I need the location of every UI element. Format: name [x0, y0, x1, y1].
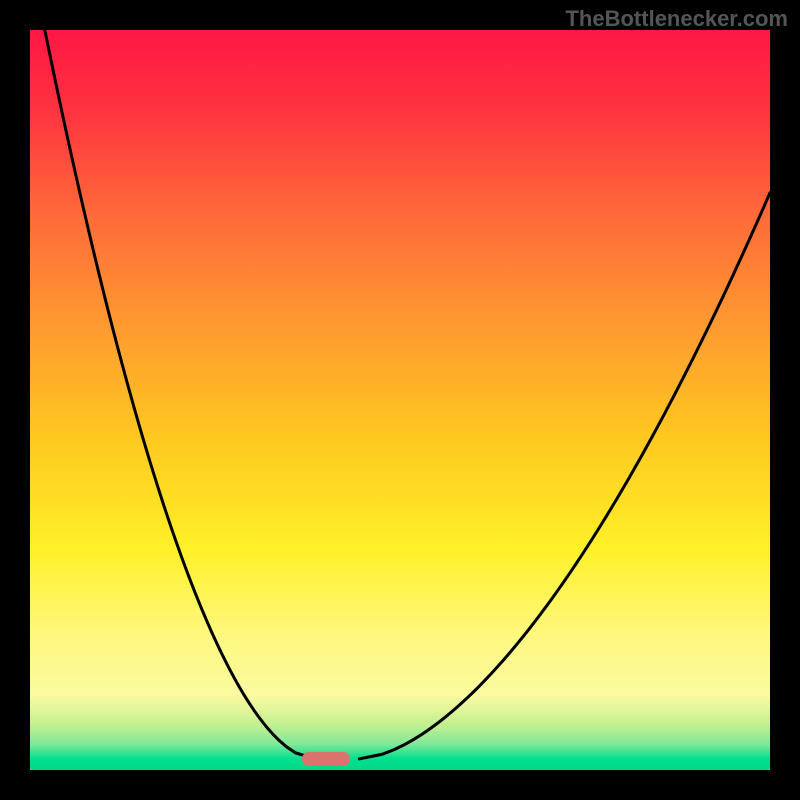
watermark-text: TheBottlenecker.com [565, 6, 788, 32]
gradient-background [30, 30, 770, 770]
plot-svg [30, 30, 770, 770]
plot-area [30, 30, 770, 770]
null-marker [302, 752, 350, 766]
